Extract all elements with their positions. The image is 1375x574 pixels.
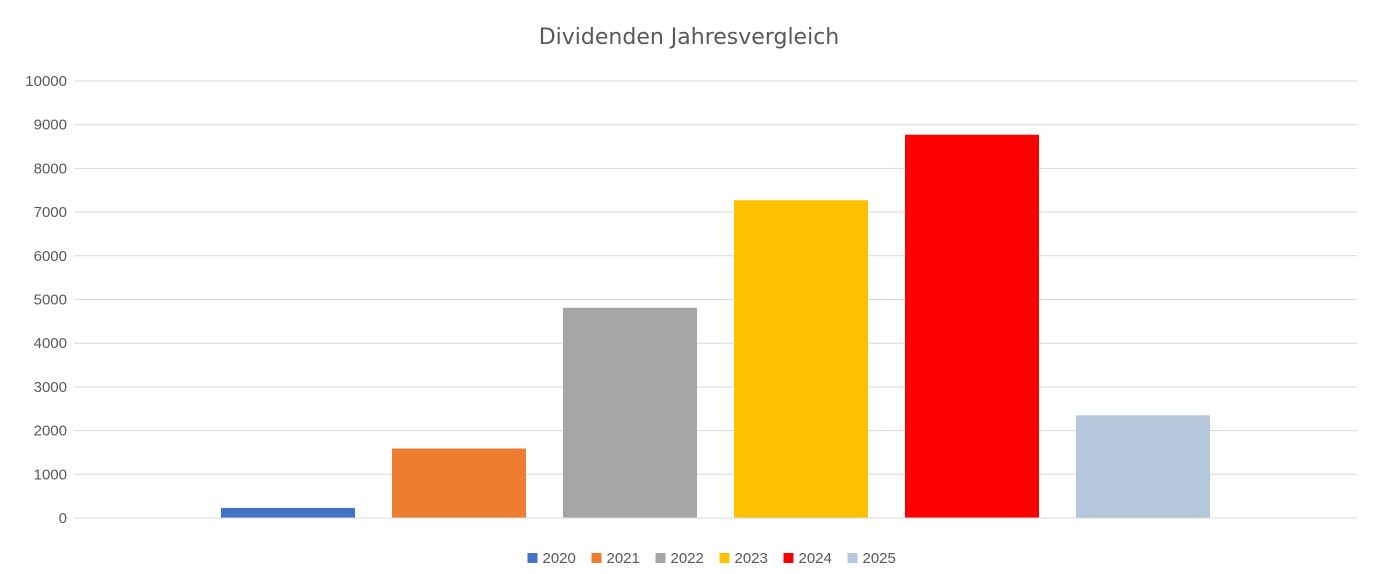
legend-item-2021: 2021 [591, 550, 640, 567]
chart-title: Dividenden Jahresvergleich [539, 25, 840, 50]
y-tick-label: 2000 [34, 423, 67, 440]
legend-swatch [591, 553, 602, 563]
y-tick-label: 3000 [34, 379, 67, 396]
bar-2022 [563, 307, 697, 518]
y-tick-label: 9000 [34, 117, 67, 134]
legend-label: 2025 [863, 550, 896, 567]
y-tick-label: 7000 [34, 204, 67, 221]
legend-swatch [783, 553, 794, 563]
legend-label: 2023 [735, 550, 768, 567]
legend-item-2020: 2020 [527, 550, 576, 567]
bars [221, 134, 1210, 518]
legend-item-2023: 2023 [719, 550, 768, 567]
bar-2020 [221, 507, 355, 518]
bar-2023 [734, 200, 868, 518]
gridlines [74, 80, 1357, 475]
bar-2021 [392, 448, 526, 518]
y-tick-label: 5000 [34, 292, 67, 309]
legend: 2020 2021 2022 2023 2024 2025 [527, 550, 896, 567]
y-tick-label: 8000 [34, 160, 67, 177]
legend-item-2025: 2025 [847, 550, 896, 567]
y-axis-tick-labels: 0 1000 2000 3000 4000 5000 6000 7000 8000 9000 100… [25, 73, 67, 527]
legend-swatch [527, 553, 538, 563]
y-tick-label: 4000 [34, 335, 67, 352]
legend-item-2024: 2024 [783, 550, 832, 567]
bar-2024 [905, 134, 1039, 518]
legend-label: 2024 [799, 550, 832, 567]
legend-swatch [847, 553, 858, 563]
legend-swatch [655, 553, 666, 563]
legend-swatch [719, 553, 730, 563]
legend-label: 2022 [671, 550, 704, 567]
y-tick-label: 10000 [25, 73, 67, 90]
y-tick-label: 1000 [34, 466, 67, 483]
legend-item-2022: 2022 [655, 550, 704, 567]
y-tick-label: 0 [59, 510, 67, 527]
legend-label: 2021 [607, 550, 640, 567]
y-tick-label: 6000 [34, 248, 67, 265]
bar-2025 [1076, 415, 1210, 518]
legend-label: 2020 [543, 550, 576, 567]
